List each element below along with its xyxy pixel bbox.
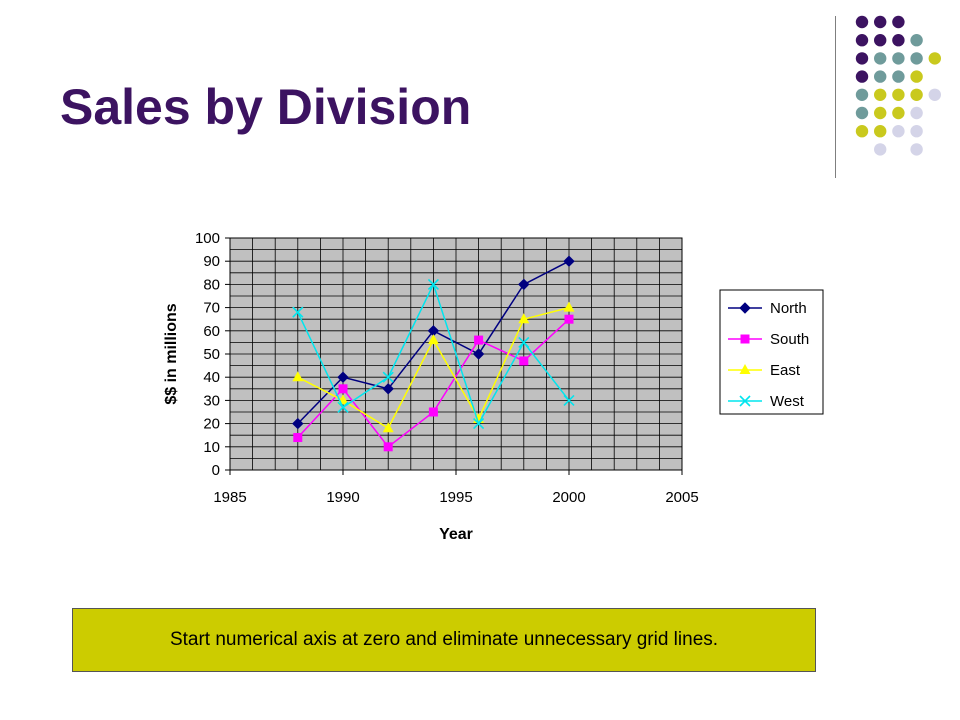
- y-tick-label: 30: [203, 392, 220, 409]
- x-tick-label: 2000: [552, 489, 585, 506]
- y-tick-label: 40: [203, 369, 220, 386]
- data-point-east: [382, 422, 394, 433]
- data-point-west: [292, 306, 304, 318]
- data-point-west: [518, 336, 530, 348]
- data-point-north: [472, 348, 485, 360]
- y-tick-label: 100: [195, 230, 220, 247]
- callout-text: Start numerical axis at zero and elimina…: [169, 629, 719, 650]
- legend-marker-south: [740, 334, 750, 344]
- callout-box: Start numerical axis at zero and elimina…: [72, 608, 816, 672]
- data-point-west: [337, 401, 349, 413]
- y-tick-label: 70: [203, 300, 220, 317]
- y-axis-title: $$ in millions: [163, 303, 180, 404]
- y-tick-label: 20: [203, 416, 220, 433]
- x-tick-label: 2005: [665, 489, 698, 506]
- marker-stroke: [337, 401, 349, 413]
- legend-label-east: East: [770, 362, 801, 379]
- slide-title: Sales by Division: [60, 79, 472, 135]
- legend-label-north: North: [770, 300, 807, 317]
- data-point-east: [518, 313, 530, 324]
- y-tick-label: 50: [203, 346, 220, 363]
- marker-stroke: [292, 306, 304, 318]
- data-point-north: [563, 255, 575, 267]
- marker-stroke: [382, 371, 394, 383]
- data-point-south: [383, 442, 393, 452]
- y-tick-label: 10: [203, 439, 220, 456]
- legend-marker-north: [739, 302, 751, 314]
- data-point-south: [428, 407, 438, 417]
- marker-stroke: [427, 278, 439, 290]
- y-tick-label: 90: [203, 253, 220, 270]
- marker-stroke: [473, 418, 485, 430]
- legend-marker-west: [739, 395, 751, 407]
- corner-divider: [835, 16, 836, 178]
- data-point-east: [427, 334, 439, 345]
- data-point-east: [292, 371, 304, 382]
- data-point-south: [338, 384, 348, 394]
- x-tick-label: 1985: [213, 489, 246, 506]
- x-axis-title: Year: [439, 526, 473, 543]
- data-point-north: [382, 383, 394, 395]
- data-point-west: [382, 371, 394, 383]
- marker-stroke: [518, 336, 530, 348]
- y-tick-label: 80: [203, 276, 220, 293]
- legend-label-west: West: [770, 393, 805, 410]
- data-point-west: [427, 278, 439, 290]
- data-point-south: [519, 356, 529, 366]
- data-point-east: [563, 301, 575, 312]
- x-tick-label: 1995: [439, 489, 472, 506]
- data-point-west: [563, 394, 575, 406]
- x-tick-label: 1990: [326, 489, 359, 506]
- line-chart: 0 10 20 30 40 50 60 70 80 90 100 1985 1990 1995 2000 20…: [163, 230, 824, 543]
- y-tick-label: 60: [203, 323, 220, 340]
- data-point-north: [337, 371, 349, 383]
- legend-marker-east: [739, 364, 751, 374]
- legend-label-south: South: [770, 331, 809, 348]
- data-point-south: [474, 335, 484, 345]
- data-point-west: [473, 418, 485, 430]
- y-tick-label: 0: [212, 462, 220, 479]
- marker-stroke: [563, 394, 575, 406]
- data-point-north: [518, 278, 530, 291]
- data-point-south: [293, 433, 303, 443]
- data-point-north: [292, 417, 304, 430]
- legend-box: [719, 289, 824, 415]
- marker-stroke: [739, 395, 751, 407]
- data-point-south: [564, 314, 574, 324]
